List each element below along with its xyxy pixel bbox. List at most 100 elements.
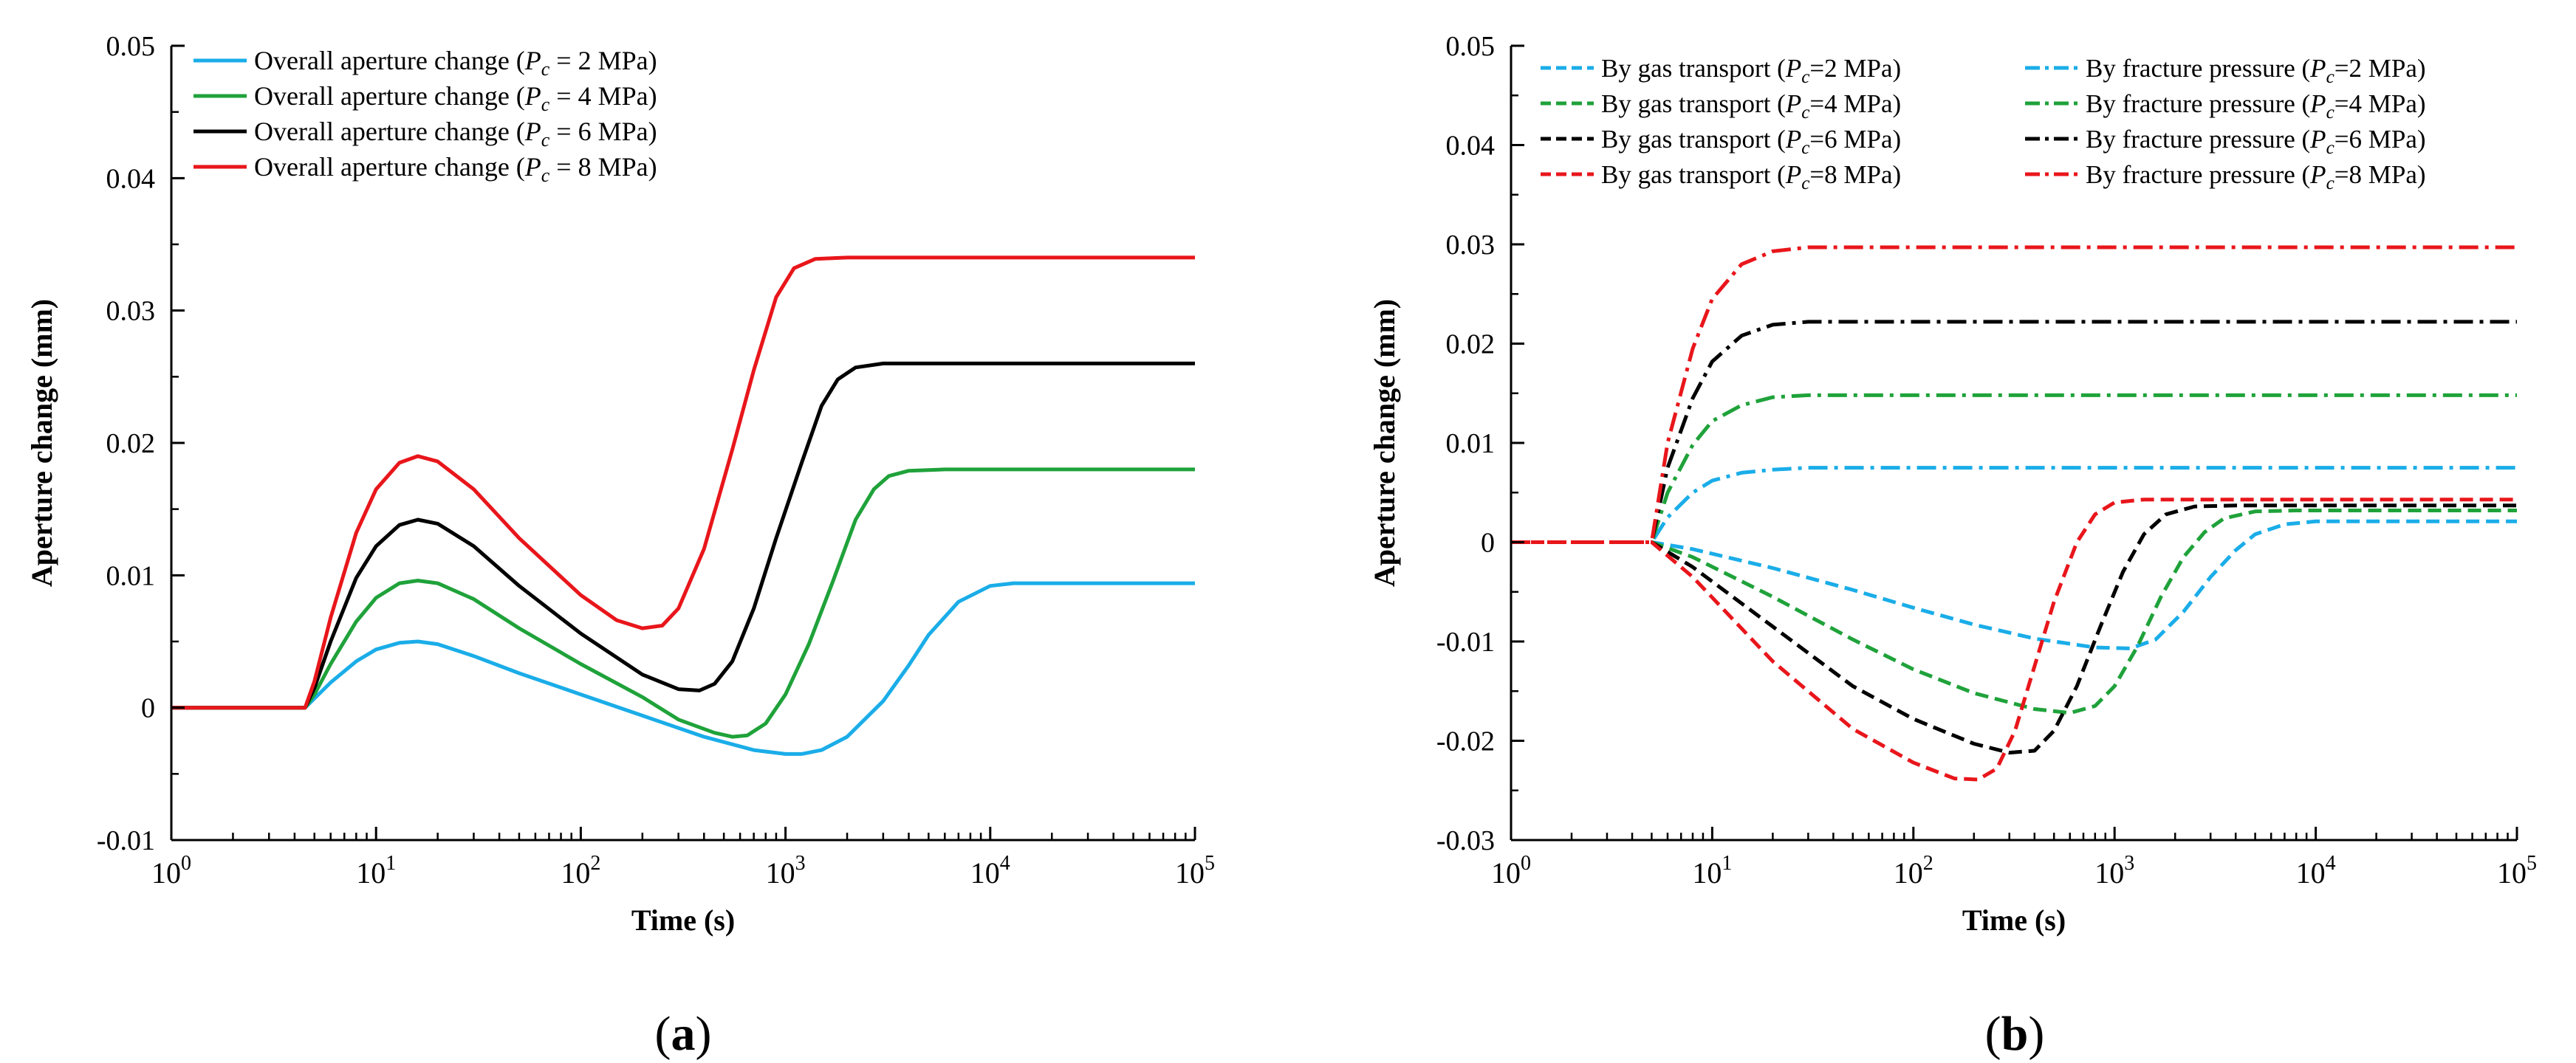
legend-text: By gas transport ( <box>1601 89 1786 118</box>
legend-sub: c <box>541 165 550 186</box>
x-tick-label: 105 <box>1175 852 1215 890</box>
legend-text: = 2 MPa) <box>549 46 657 75</box>
x-tick-base: 10 <box>2094 856 2124 890</box>
panel-label-letter: a <box>671 1007 696 1061</box>
y-tick-label: 0.01 <box>1446 428 1496 459</box>
series-line-4 <box>1511 498 2517 782</box>
legend-var: P <box>2309 125 2326 154</box>
legend-text: Overall aperture change ( <box>254 117 525 146</box>
legend-sub: c <box>541 94 550 115</box>
x-tick-exponent: 2 <box>1923 852 1933 875</box>
panel-label: (a) <box>655 1007 712 1061</box>
legend-text: = 4 MPa) <box>549 81 657 111</box>
y-tick-label: 0.05 <box>1446 31 1496 62</box>
x-tick-label: 101 <box>356 852 396 890</box>
legend-text: By fracture pressure ( <box>2086 125 2310 154</box>
legend-text: By gas transport ( <box>1601 125 1786 154</box>
y-tick-label: 0.03 <box>1446 230 1496 261</box>
legend-text: =6 MPa) <box>2334 125 2426 154</box>
x-tick-label: 100 <box>151 852 191 890</box>
series-line-5 <box>1511 466 2517 544</box>
y-tick-label: -0.02 <box>1436 726 1495 757</box>
series-group <box>1511 245 2517 782</box>
panel-label-letter: b <box>2001 1007 2029 1061</box>
legend-text: = 8 MPa) <box>549 152 657 182</box>
legend-sub: c <box>2326 138 2334 158</box>
y-tick-label: 0.01 <box>106 560 156 591</box>
x-tick-exponent: 4 <box>2326 852 2336 875</box>
legend-sub: c <box>541 129 550 151</box>
legend-var: P <box>1785 160 1801 189</box>
legend-text: =2 MPa) <box>1809 54 1901 83</box>
y-tick-label: 0.02 <box>106 428 156 459</box>
legend-sub: c <box>1801 67 1809 87</box>
series-line-7 <box>1511 320 2517 544</box>
x-tick-base: 10 <box>1175 856 1205 890</box>
legend-entry-6: By fracture pressure (Pc=4 MPa) <box>2086 89 2426 123</box>
legend-var: P <box>1785 54 1801 83</box>
legend-entry-2: Overall aperture change (Pc = 4 MPa) <box>254 81 657 115</box>
legend-var: P <box>1785 125 1801 154</box>
panel-label-paren: ( <box>1985 1007 2001 1061</box>
series-line-1 <box>1511 519 2517 650</box>
legend-entry-3: Overall aperture change (Pc = 6 MPa) <box>254 117 657 151</box>
legend-sub: c <box>1801 138 1809 158</box>
legend-sub: c <box>541 58 550 80</box>
x-tick-base: 10 <box>1692 856 1722 890</box>
legend-sub: c <box>1801 173 1809 193</box>
x-tick-exponent: 0 <box>181 852 191 875</box>
x-tick-exponent: 4 <box>1000 852 1010 875</box>
y-tick-label: 0.05 <box>106 31 156 62</box>
legend-entry-1: By gas transport (Pc=2 MPa) <box>1601 54 1901 87</box>
x-tick-label: 102 <box>561 852 600 890</box>
series-group <box>171 255 1195 756</box>
legend-text: =4 MPa) <box>2334 89 2426 118</box>
x-tick-exponent: 5 <box>1205 852 1215 875</box>
x-tick-exponent: 2 <box>590 852 600 875</box>
x-tick-base: 10 <box>1894 856 1923 890</box>
legend: By gas transport (Pc=2 MPa)By gas transp… <box>1541 54 2426 193</box>
series-line-3 <box>171 361 1195 710</box>
x-tick-base: 10 <box>970 856 1000 890</box>
y-axis-label: Aperture change (mm) <box>25 299 58 587</box>
legend-entry-4: By gas transport (Pc=8 MPa) <box>1601 160 1901 193</box>
series-line-2 <box>171 467 1195 739</box>
legend-var: P <box>2309 160 2326 189</box>
series-line-8 <box>1511 245 2517 544</box>
legend-text: =8 MPa) <box>1809 160 1901 189</box>
x-tick-exponent: 3 <box>795 852 806 875</box>
legend-entry-8: By fracture pressure (Pc=8 MPa) <box>2086 160 2426 193</box>
x-tick-label: 104 <box>970 852 1010 890</box>
legend-var: P <box>524 117 541 146</box>
legend-sub: c <box>2326 103 2334 123</box>
x-tick-base: 10 <box>151 856 181 890</box>
legend-text: =8 MPa) <box>2334 160 2426 189</box>
legend-text: =6 MPa) <box>1809 125 1901 154</box>
x-tick-base: 10 <box>561 856 590 890</box>
x-tick-label: 103 <box>2094 852 2134 890</box>
x-tick-exponent: 3 <box>2124 852 2134 875</box>
series-line-1 <box>171 581 1195 756</box>
legend-text: By fracture pressure ( <box>2086 89 2310 118</box>
legend-sub: c <box>2326 173 2334 193</box>
legend-sub: c <box>1801 103 1809 123</box>
x-tick-base: 10 <box>1491 856 1521 890</box>
y-tick-label: 0.03 <box>106 296 156 327</box>
x-tick-exponent: 5 <box>2527 852 2537 875</box>
legend-var: P <box>524 152 541 182</box>
panel-label: (b) <box>1985 1007 2045 1061</box>
legend-text: =2 MPa) <box>2334 54 2426 83</box>
series-line-2 <box>1511 509 2517 715</box>
legend-text: Overall aperture change ( <box>254 46 525 75</box>
x-tick-exponent: 0 <box>1521 852 1531 875</box>
y-axis-label: Aperture change (mm) <box>1368 299 1401 587</box>
x-tick-label: 102 <box>1894 852 1933 890</box>
y-tick-label: -0.03 <box>1436 825 1495 856</box>
x-tick-exponent: 1 <box>386 852 396 875</box>
y-tick-label: -0.01 <box>97 825 155 856</box>
x-tick-label: 103 <box>766 852 806 890</box>
legend-entry-3: By gas transport (Pc=6 MPa) <box>1601 125 1901 158</box>
x-tick-exponent: 1 <box>1722 852 1732 875</box>
